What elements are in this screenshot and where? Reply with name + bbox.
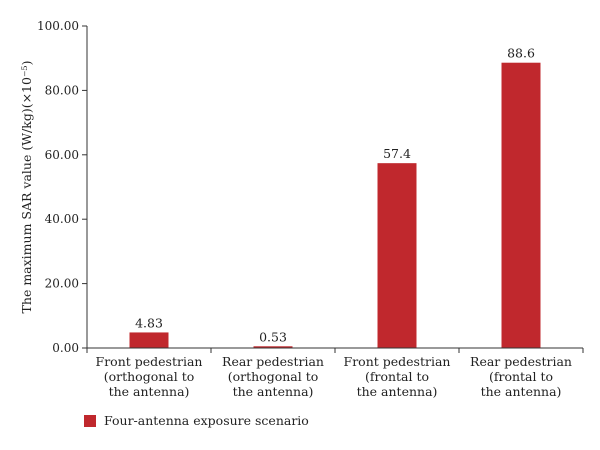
y-tick-label: 100.00: [37, 19, 79, 33]
data-labels: 4.83 0.53 57.4 88.6: [135, 46, 535, 345]
data-label-1: 4.83: [135, 315, 163, 330]
y-tick-label: 20.00: [45, 277, 79, 291]
y-tick-label: 80.00: [45, 83, 79, 97]
bar-2: [253, 346, 293, 348]
bars: [129, 62, 541, 348]
y-tick-label: 60.00: [45, 148, 79, 162]
bar-4: [501, 62, 541, 348]
data-label-2: 0.53: [259, 329, 287, 344]
data-label-3: 57.4: [383, 146, 411, 161]
legend-swatch: [84, 415, 96, 427]
legend: Four-antenna exposure scenario: [84, 413, 309, 428]
y-axis-label-group: The maximum SAR value (W/kg)(×10⁻⁵): [19, 61, 34, 314]
x-category-label: the antenna): [233, 384, 314, 399]
x-category-label: Front pedestrian: [344, 354, 451, 369]
x-category-label: Rear pedestrian: [470, 354, 572, 369]
x-category-label: (orthogonal to: [104, 369, 195, 384]
y-axis-label: The maximum SAR value (W/kg)(×10⁻⁵): [19, 61, 34, 314]
x-category-label: the antenna): [109, 384, 190, 399]
y-axis-ticks: 0.00 20.00 40.00 60.00 80.00 100.00: [37, 19, 87, 355]
bar-1: [129, 332, 169, 348]
x-category-label: the antenna): [481, 384, 562, 399]
x-category-label: (frontal to: [365, 369, 429, 384]
data-label-4: 88.6: [507, 46, 535, 61]
x-category-label: the antenna): [357, 384, 438, 399]
x-category-label: (orthogonal to: [228, 369, 319, 384]
bar-3: [377, 163, 417, 348]
y-tick-label: 40.00: [45, 212, 79, 226]
x-category-label: Rear pedestrian: [222, 354, 324, 369]
x-category-label: Front pedestrian: [96, 354, 203, 369]
y-tick-label: 0.00: [52, 341, 79, 355]
legend-label: Four-antenna exposure scenario: [104, 413, 309, 428]
x-category-label: (frontal to: [489, 369, 553, 384]
axes: [86, 26, 584, 353]
